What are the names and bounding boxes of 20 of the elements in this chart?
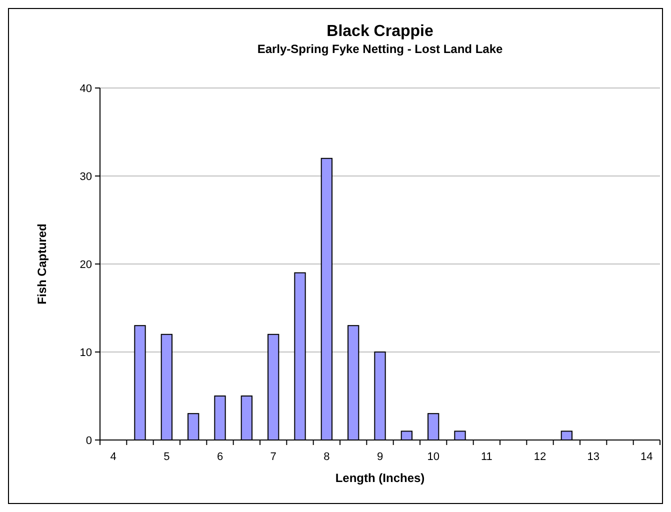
x-tick-label: 11 bbox=[480, 451, 492, 463]
chart-title: Black Crappie bbox=[326, 23, 434, 40]
x-tick-label: 12 bbox=[534, 451, 546, 463]
x-tick-label: 8 bbox=[324, 451, 330, 463]
y-axis-title: Fish Captured bbox=[35, 224, 49, 304]
chart-subtitle: Early-Spring Fyke Netting - Lost Land Lake bbox=[257, 42, 504, 56]
x-axis-title: Length (Inches) bbox=[335, 471, 425, 485]
x-tick-label: 5 bbox=[164, 451, 170, 463]
x-tick-label: 7 bbox=[270, 451, 276, 463]
y-tick-label: 30 bbox=[80, 170, 92, 183]
x-tick-label: 4 bbox=[110, 451, 116, 463]
y-tick-label: 10 bbox=[80, 346, 92, 359]
x-tick-label: 9 bbox=[376, 451, 384, 463]
x-tick-label: 6 bbox=[216, 451, 224, 463]
x-tick-label: 13 bbox=[587, 451, 600, 463]
y-tick-label: 20 bbox=[80, 258, 92, 271]
x-tick-label: 14 bbox=[640, 451, 653, 463]
y-tick-label: 0 bbox=[86, 434, 92, 447]
y-tick-label: 40 bbox=[80, 82, 92, 95]
x-tick-label: 10 bbox=[427, 451, 440, 463]
